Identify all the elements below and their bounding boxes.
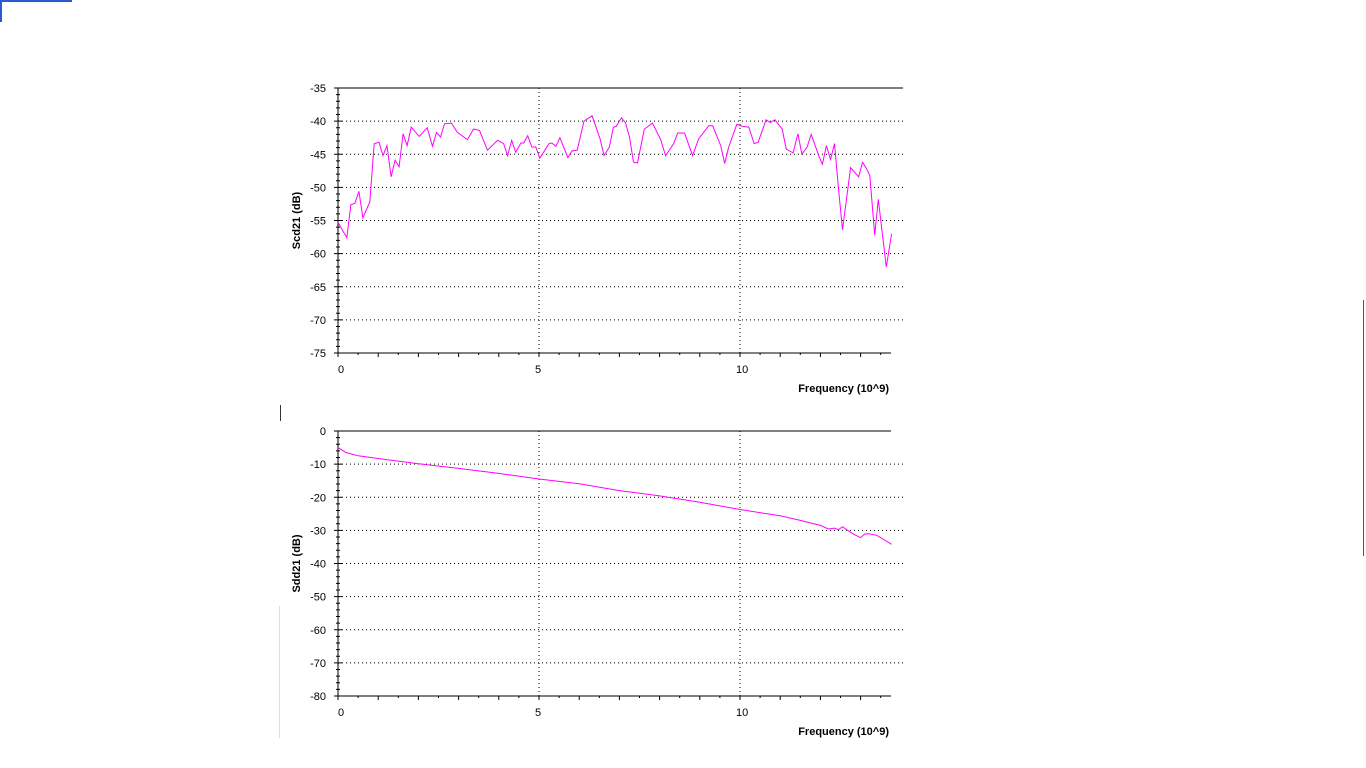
divider (279, 606, 280, 738)
series-line-scd21 (337, 115, 893, 267)
x-tick-label: 10 (736, 364, 748, 376)
y-tick-label: -35 (310, 83, 326, 95)
y-tick-label: -50 (310, 592, 326, 604)
y-tick-label: -20 (310, 492, 326, 504)
y-tick-label: -65 (310, 282, 326, 294)
chart-1: -35 -40 -45 -50 -55 -60 -65 -70 -75 0 5 10 Frequency… (291, 83, 903, 395)
x-tick-label: 0 (338, 707, 344, 719)
y-tick-label: -70 (310, 658, 326, 670)
y-axis-label: Scd21 (dB) (291, 191, 303, 249)
y-tick-label: -50 (310, 182, 326, 194)
text-cursor (280, 405, 281, 421)
chart-2: 0 -10 -20 -30 -40 -50 -60 -70 -80 0 5 10 Frequency (… (291, 426, 903, 738)
y-tick-label: 0 (320, 426, 326, 438)
y-tick-label: -10 (310, 459, 326, 471)
y-tick-label: -45 (310, 149, 326, 161)
x-axis-label: Frequency (10^9) (798, 726, 889, 738)
x-tick-label: 5 (535, 707, 541, 719)
y-tick-label: -80 (310, 691, 326, 703)
y-tick-label: -60 (310, 249, 326, 261)
window-edge-left (0, 0, 2, 22)
y-tick-label: -60 (310, 625, 326, 637)
y-tick-label: -70 (310, 315, 326, 327)
series-line-sdd21 (337, 447, 892, 545)
x-tick-label: 5 (535, 364, 541, 376)
x-tick-label: 10 (736, 707, 748, 719)
y-tick-label: -40 (310, 559, 326, 571)
y-tick-label: -30 (310, 525, 326, 537)
x-tick-label: 0 (338, 364, 344, 376)
scrollbar-edge[interactable] (1363, 300, 1364, 556)
y-tick-label: -55 (310, 216, 326, 228)
x-axis-label: Frequency (10^9) (798, 383, 889, 395)
y-axis-label: Sdd21 (dB) (291, 534, 303, 592)
y-tick-label: -75 (310, 348, 326, 360)
window-edge-top (0, 0, 72, 2)
y-tick-label: -40 (310, 116, 326, 128)
